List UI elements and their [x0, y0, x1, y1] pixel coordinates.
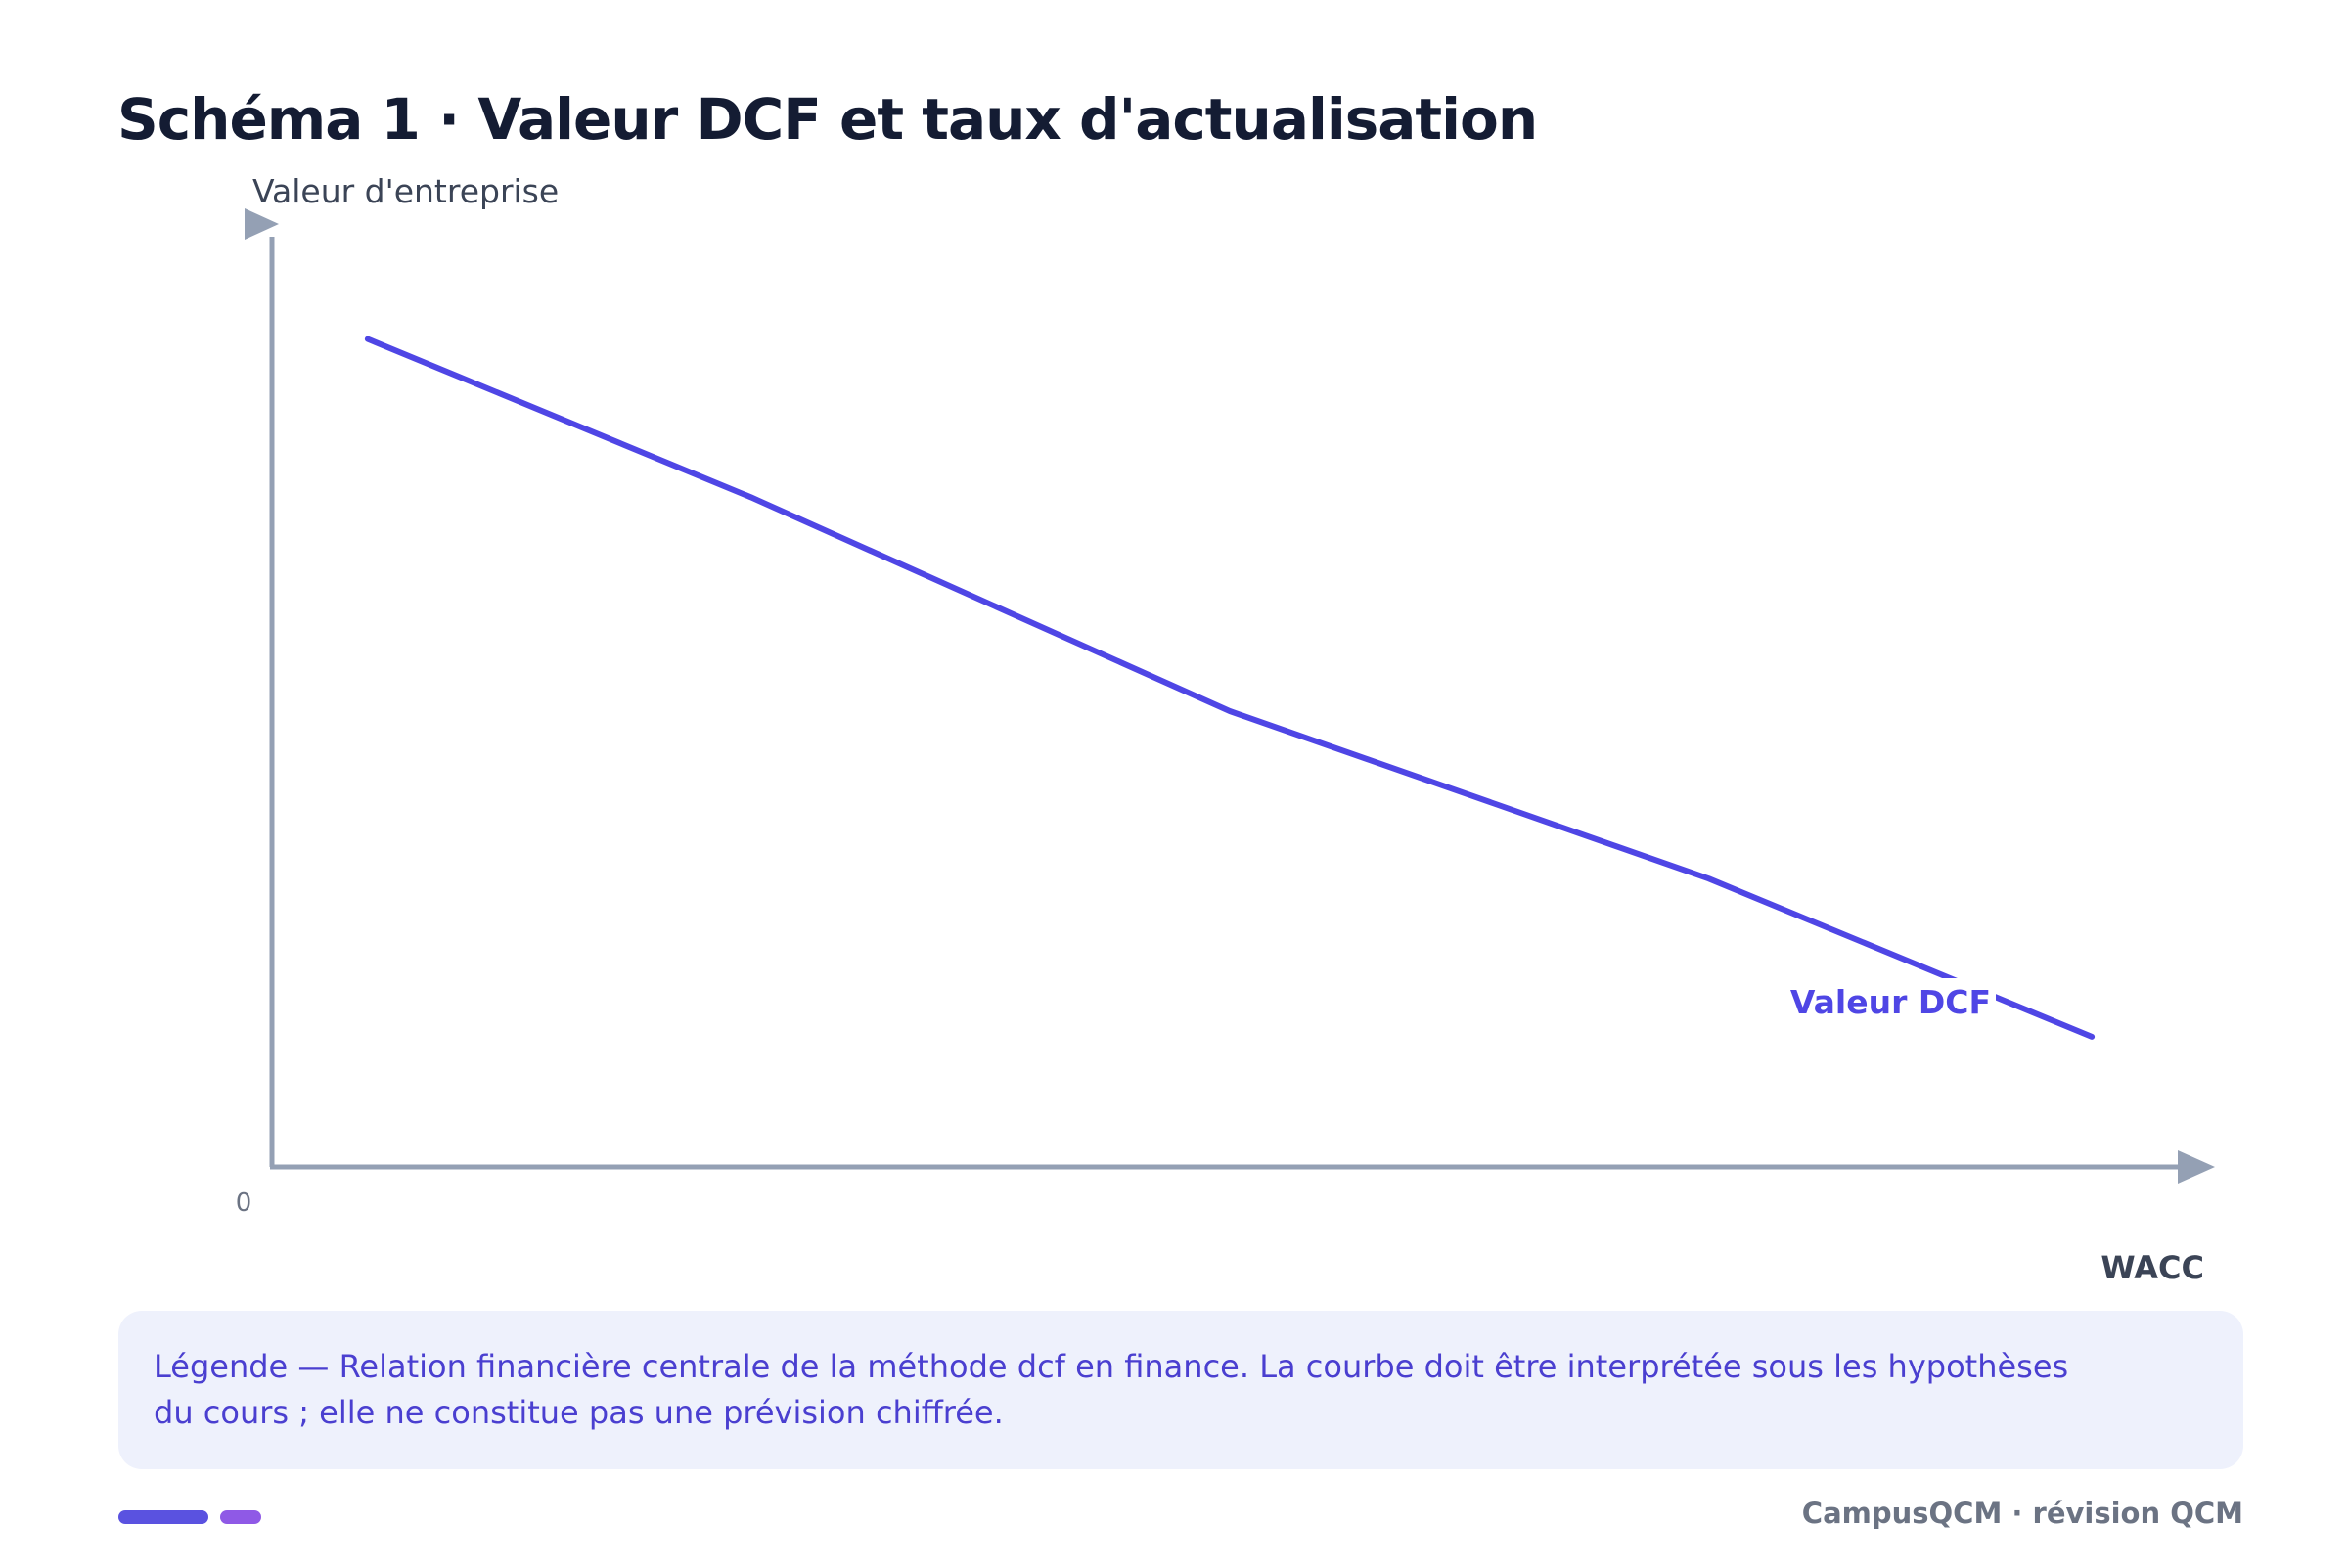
x-axis-arrow-icon	[2178, 1150, 2215, 1184]
chart: Valeur d'entreprise WACC 0 Valeur DCF	[236, 172, 2215, 1286]
decor-pill-primary	[118, 1510, 208, 1524]
series-label: Valeur DCF	[1790, 983, 1991, 1021]
y-axis-arrow-icon	[245, 208, 279, 240]
series-label-background	[1802, 978, 1996, 1025]
decor-pill-secondary	[220, 1510, 261, 1524]
legend-text: Légende — Relation financière centrale d…	[154, 1348, 2069, 1431]
y-axis-label: Valeur d'entreprise	[252, 172, 559, 210]
origin-label: 0	[236, 1188, 252, 1218]
dcf-value-curve	[364, 336, 2096, 1040]
footer-brand: CampusQCM · révision QCM	[1801, 1497, 2243, 1530]
x-axis-label: WACC	[2100, 1249, 2204, 1286]
page-title: Schéma 1 · Valeur DCF et taux d'actualis…	[117, 86, 1538, 153]
legend-box: Légende — Relation financière centrale d…	[118, 1311, 2243, 1469]
